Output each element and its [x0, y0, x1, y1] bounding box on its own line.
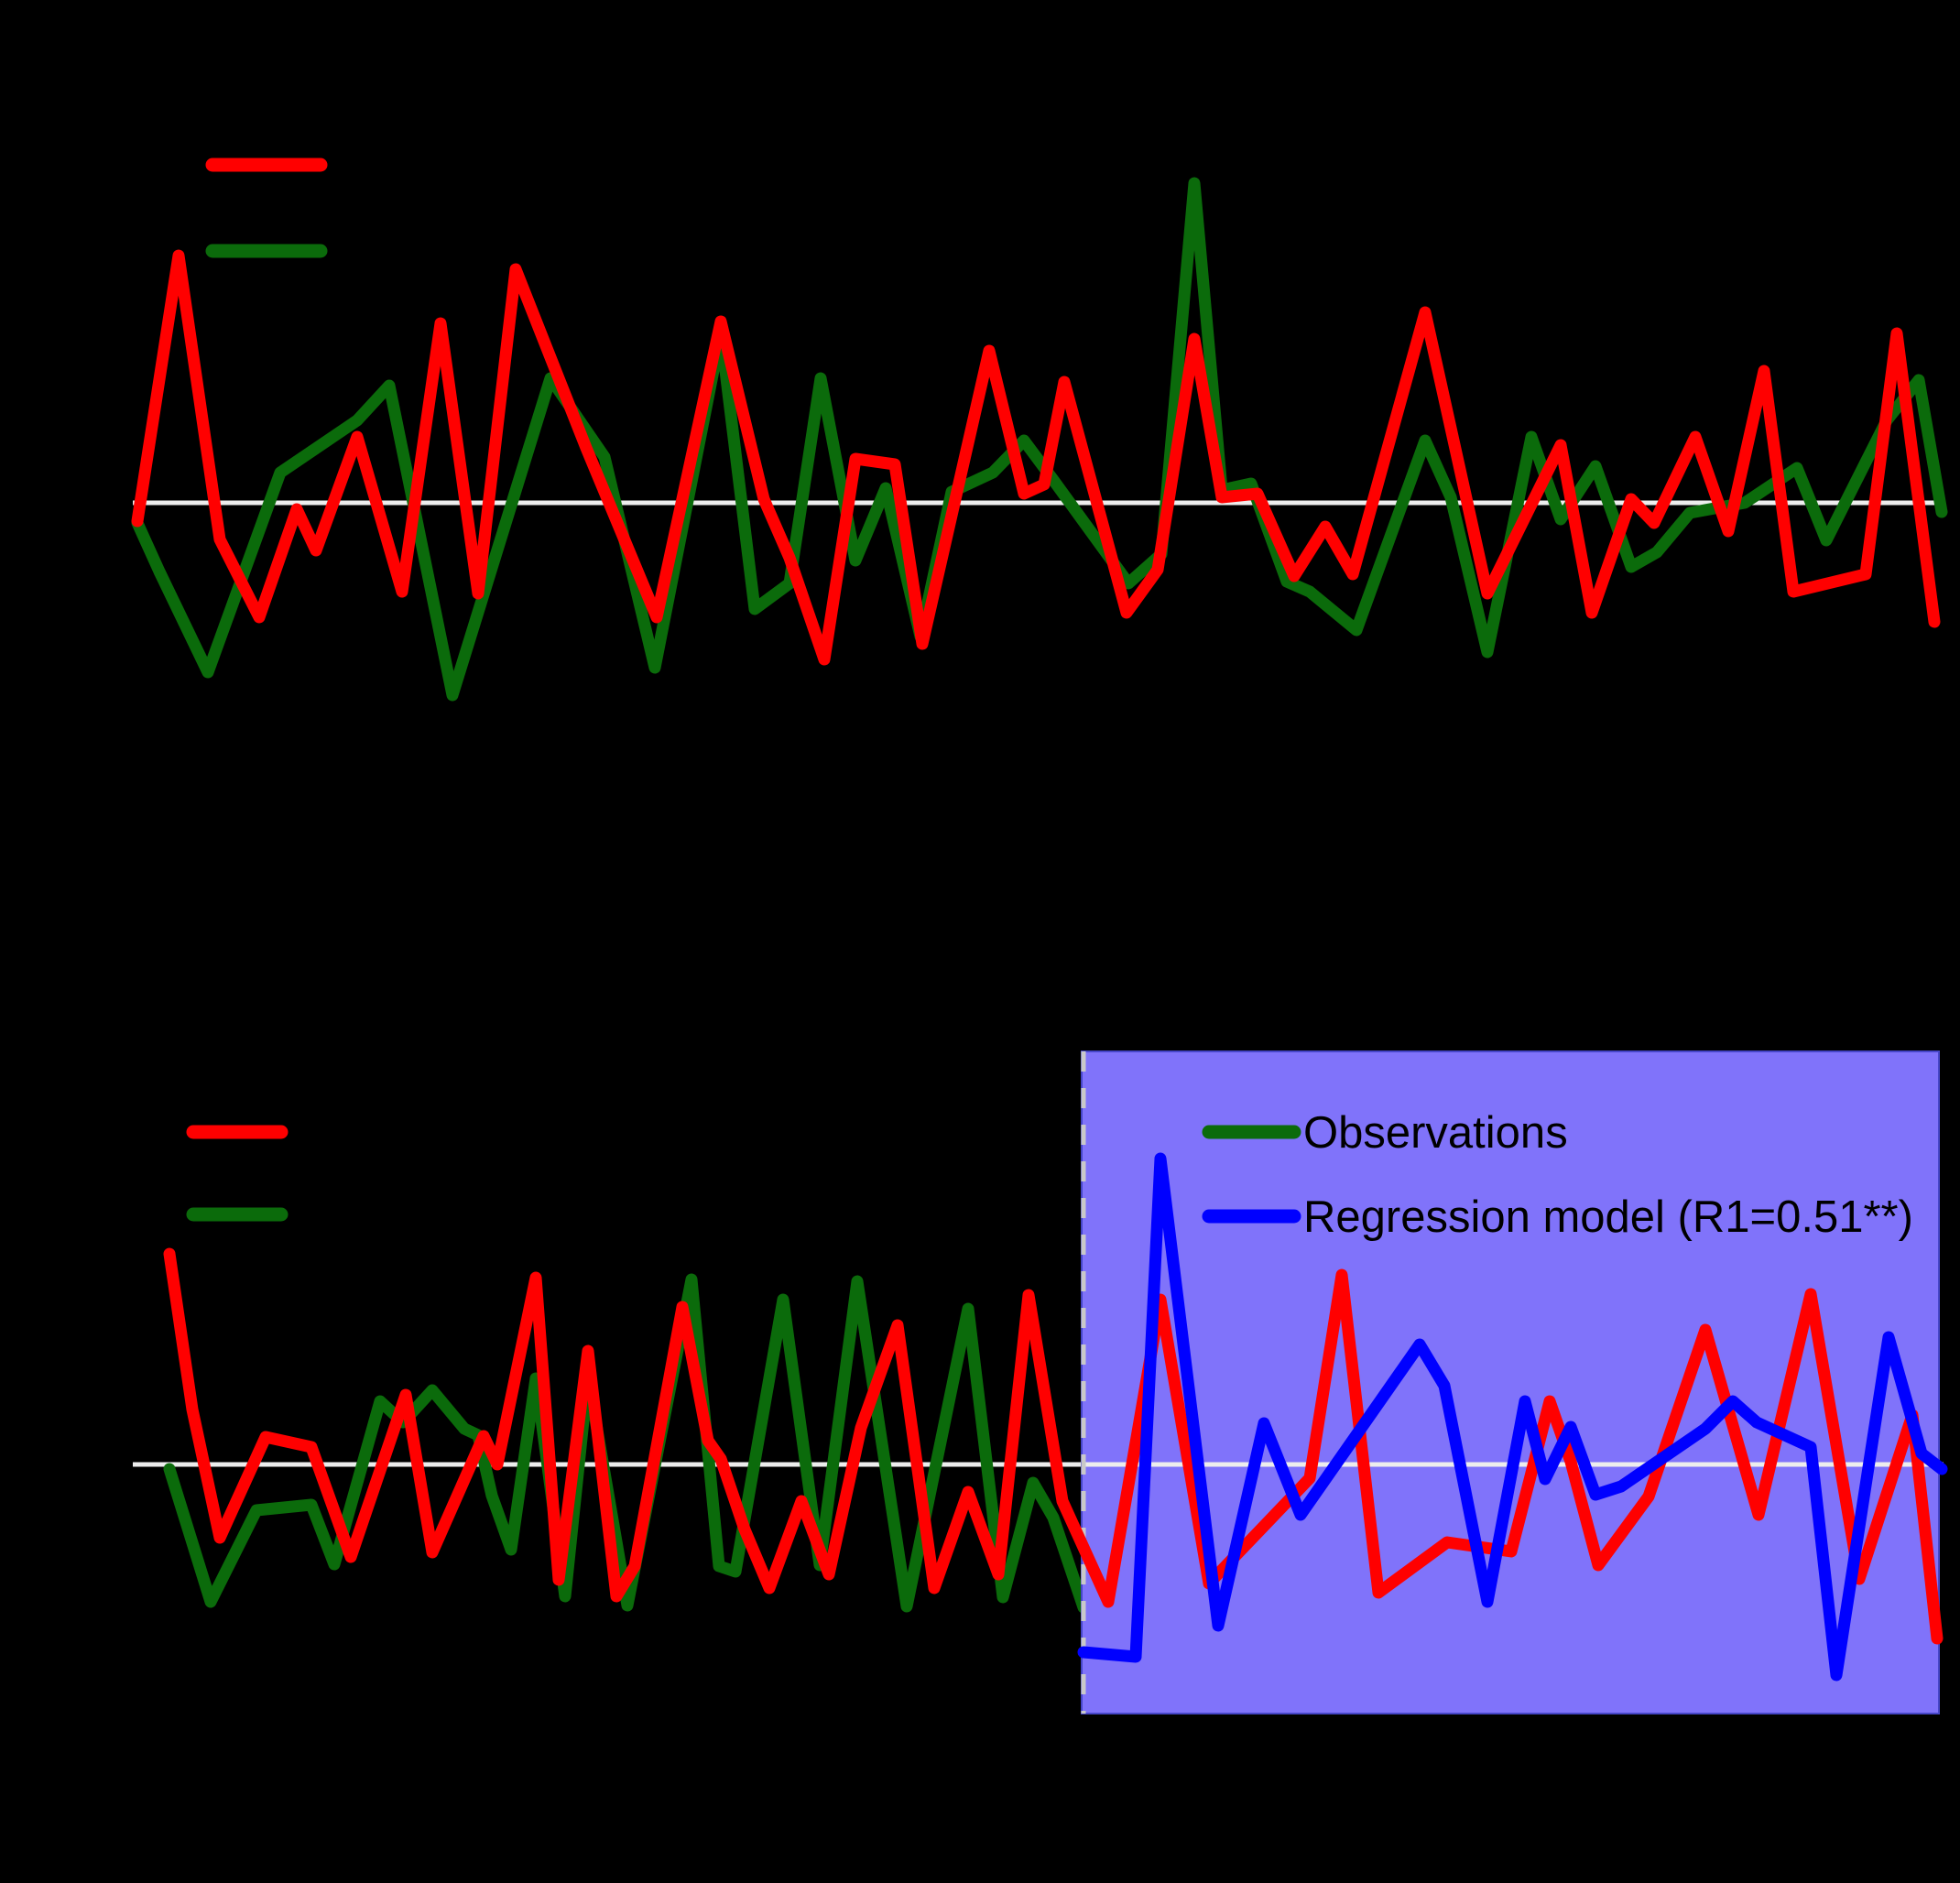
legend-regression-label: Regression model (R1=0.51**)	[1303, 1192, 1913, 1242]
legend-observations-label: Observations	[1303, 1108, 1568, 1158]
top-legend	[205, 158, 328, 258]
legend-box-entries: Observations Regression model (R1=0.51**…	[1202, 1108, 1913, 1242]
bottom-panel: Observations Regression model (R1=0.51**…	[133, 1050, 1948, 1714]
bottom-left-legend	[186, 1125, 289, 1222]
regression-model-line	[1077, 1152, 1948, 1682]
top-panel	[131, 158, 1948, 702]
bottom-red-model-line	[163, 1247, 1944, 1645]
top-red-model-line	[131, 249, 1941, 666]
